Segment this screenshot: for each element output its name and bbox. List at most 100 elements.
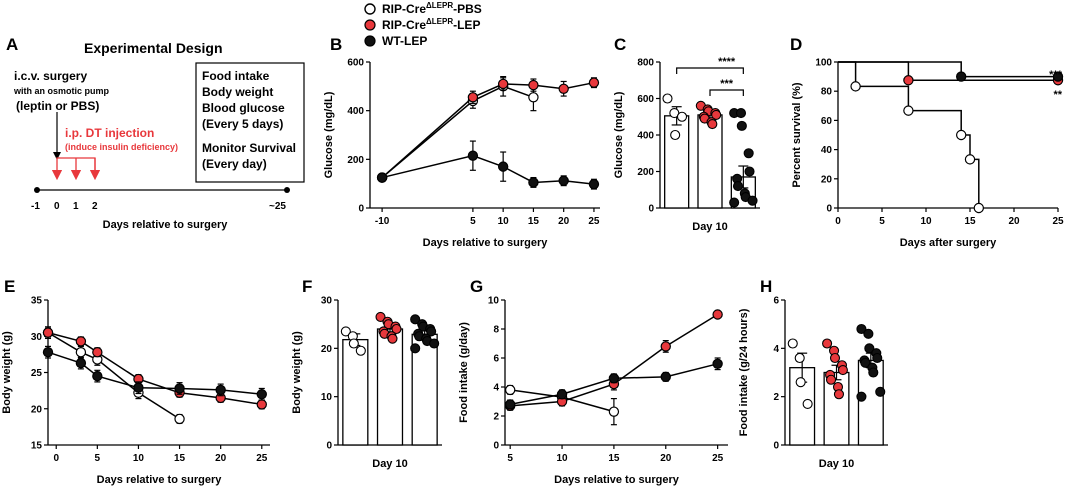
significance-bracket	[676, 67, 744, 74]
y-tick-label: 4	[493, 383, 499, 394]
y-tick-label: 20	[31, 404, 43, 415]
series-line-red	[838, 61, 1058, 81]
series-line-red	[510, 313, 719, 407]
legend-item-lep: RIP-CreΔLEPR-LEP	[364, 17, 480, 32]
timeline-end-dot	[284, 187, 290, 193]
data-point-red	[660, 341, 671, 352]
data-point-black	[729, 197, 740, 208]
x-tick-label: 15	[528, 216, 540, 227]
y-axis-label: Food intake (g/day)	[458, 322, 470, 423]
series-line-open	[381, 85, 534, 179]
panel-g: 0 2 4 6 8 10 5 10 15 20 25 Food intake (g/day) Days …	[458, 296, 728, 486]
y-tick-label: 2	[493, 412, 499, 423]
y-tick-label: 10	[488, 296, 500, 307]
data-point-red	[391, 323, 402, 335]
data-point-black	[429, 338, 440, 349]
legend-marker-black	[364, 35, 376, 47]
y-axis-label: Body weight (g)	[1, 331, 13, 414]
data-point-open	[670, 129, 681, 141]
x-tick-label: 5	[879, 216, 885, 227]
data-point-black	[732, 181, 744, 192]
y-tick-label: 2	[773, 392, 779, 403]
x-axis-label: Day 10	[372, 458, 407, 470]
design-surgery-drug: (leptin or PBS)	[16, 99, 99, 113]
x-tick-label: 25	[712, 453, 724, 464]
data-point-black	[376, 172, 388, 183]
y-axis-label: Glucose (mg/dL)	[613, 91, 625, 178]
legend-marker-red	[364, 19, 376, 31]
data-point-black	[743, 148, 754, 159]
y-tick-label: 6	[773, 296, 779, 307]
x-tick-label: 25	[256, 453, 268, 464]
y-axis-label: Food intake (g/24 hours)	[738, 308, 750, 436]
data-point-black	[92, 370, 103, 382]
data-point-red	[375, 311, 386, 322]
x-tick-label: 10	[556, 453, 568, 464]
y-tick-label: 0	[493, 441, 499, 452]
data-point-red	[75, 336, 87, 347]
panel-d: 0 20 40 60 80 100 0 5 10 15 20 25 Percent survival (…	[791, 58, 1064, 250]
y-tick-label: 400	[347, 106, 364, 117]
y-tick-label: 0	[326, 441, 332, 452]
data-point-open	[348, 338, 359, 349]
y-tick-label: 400	[637, 131, 654, 142]
data-point-red	[528, 79, 539, 91]
design-xlabel: Days relative to surgery	[103, 219, 229, 231]
data-point-black	[863, 328, 874, 339]
bar-red	[376, 328, 404, 446]
data-point-black	[426, 326, 437, 337]
data-point-black	[215, 384, 226, 396]
legend: RIP-CreΔLEPR-PBS RIP-CreΔLEPR-LEP WT-LEP	[364, 1, 482, 48]
x-tick-label: 15	[964, 216, 976, 227]
panel-letter-a: A	[6, 35, 18, 54]
legend-item-wt: WT-LEP	[364, 34, 427, 48]
y-tick-label: 600	[347, 58, 364, 69]
x-tick-label: 10	[920, 216, 932, 227]
x-tick-label: 5	[507, 453, 513, 464]
legend-marker-open	[364, 3, 376, 15]
data-point-black	[174, 383, 185, 394]
x-tick-label: -10	[375, 216, 390, 227]
data-point-black	[133, 382, 144, 393]
data-point-black	[410, 314, 421, 325]
timeline-tick-0: 0	[54, 201, 60, 212]
y-axis-label: Body weight (g)	[291, 331, 303, 414]
x-tick-label: 15	[608, 453, 620, 464]
significance-label: ***	[720, 78, 734, 90]
bar-open	[664, 115, 690, 209]
data-point-black	[735, 108, 747, 119]
significance-bracket	[709, 89, 744, 96]
data-point-black	[556, 389, 568, 400]
data-point-open	[662, 93, 673, 104]
x-tick-label: 20	[660, 453, 672, 464]
x-tick-label: 10	[133, 453, 145, 464]
series-line-black	[838, 61, 1058, 78]
data-point-open	[504, 384, 516, 396]
legend-item-pbs: RIP-CreΔLEPR-PBS	[364, 1, 482, 16]
panel-b: 0 200 400 600 -10 5 10 15 20 25 Glucose (mg/dL) Day…	[323, 58, 600, 249]
design-surgery-title: i.c.v. surgery	[14, 69, 87, 83]
data-point-black	[75, 357, 87, 369]
timeline-tick-2: 2	[92, 201, 98, 212]
x-axis-label: Days after surgery	[900, 237, 997, 249]
data-point-open	[75, 347, 87, 358]
data-point-black	[860, 357, 871, 368]
x-tick-label: 20	[558, 216, 570, 227]
x-tick-label: 20	[215, 453, 227, 464]
y-tick-label: 200	[637, 167, 654, 178]
legend-label-wt: WT-LEP	[382, 34, 427, 48]
y-tick-label: 6	[493, 354, 499, 365]
bar-open	[342, 338, 369, 446]
design-box-line-6: Monitor Survival	[202, 141, 296, 155]
panel-letter-g: G	[470, 277, 483, 296]
survival-annotation: ***	[1049, 69, 1063, 81]
data-point-red	[829, 352, 841, 364]
x-tick-label: 0	[835, 216, 841, 227]
data-point-open	[802, 398, 813, 409]
design-box-line-2: Body weight	[202, 85, 273, 99]
y-tick-label: 100	[815, 58, 832, 69]
data-point-black	[1052, 71, 1064, 82]
significance-label: ****	[718, 56, 736, 68]
data-point-black	[747, 195, 758, 206]
y-tick-label: 35	[31, 296, 43, 307]
